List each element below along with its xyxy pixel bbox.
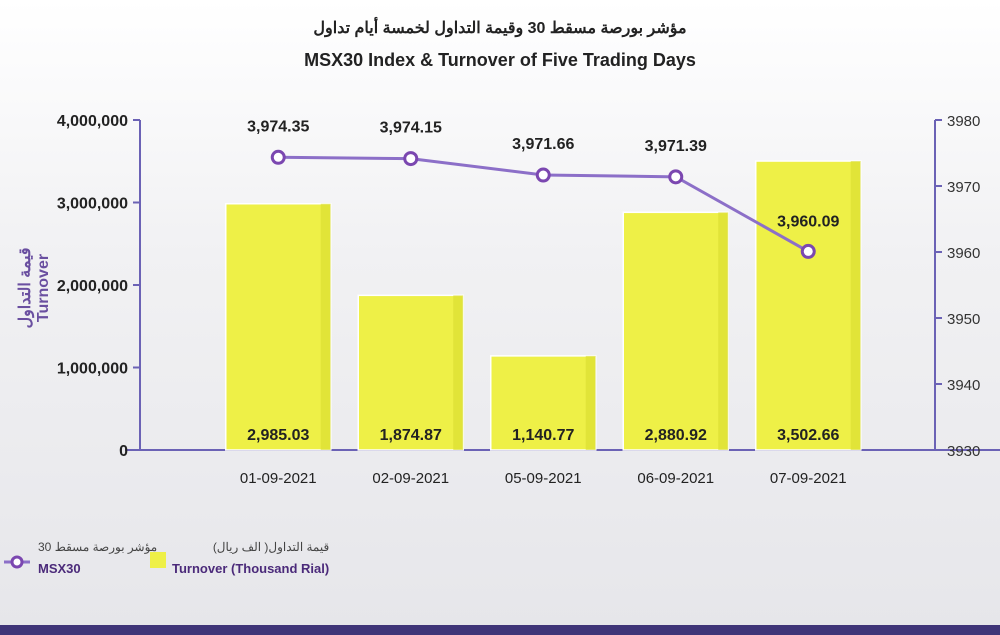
bar-data-label: 3,502.66 — [777, 427, 839, 444]
line-point-msx30 — [668, 169, 684, 185]
x-tick-label: 02-09-2021 — [372, 470, 449, 487]
right-tick-label: 3930 — [947, 443, 980, 460]
bar-shade — [453, 295, 464, 450]
line-data-label: 3,971.39 — [645, 138, 707, 155]
bar-turnover — [357, 294, 464, 451]
x-tick-label: 01-09-2021 — [240, 470, 317, 487]
line-data-label: 3,974.15 — [380, 120, 442, 137]
bar-turnover — [225, 202, 332, 451]
line-point-msx30 — [403, 151, 419, 167]
legend-item-line: مؤشر بورصة مسقط 30 MSX30 — [10, 536, 157, 580]
legend-line-marker — [10, 555, 24, 569]
left-tick-label: 4,000,000 — [57, 113, 128, 130]
bar-shade — [585, 355, 596, 450]
bar-shade — [850, 161, 861, 450]
left-tick-label: 0 — [119, 443, 128, 460]
bar-shade — [718, 212, 729, 450]
line-point-msx30 — [535, 167, 551, 183]
x-tick-label: 05-09-2021 — [505, 470, 582, 487]
left-tick-label: 1,000,000 — [57, 361, 128, 378]
legend-bar-label: Turnover (Thousand Rial) — [172, 561, 330, 576]
x-tick-label: 07-09-2021 — [770, 470, 847, 487]
right-tick-label: 3980 — [947, 113, 980, 130]
x-tick-label: 06-09-2021 — [637, 470, 714, 487]
right-tick-label: 3970 — [947, 179, 980, 196]
bar-turnover — [622, 211, 729, 451]
bar-turnover — [490, 355, 597, 451]
bar-turnover — [755, 160, 862, 451]
bar-data-label: 1,874.87 — [380, 427, 442, 444]
right-tick-label: 3960 — [947, 245, 980, 262]
line-data-label: 3,960.09 — [777, 213, 839, 230]
chart-title-arabic: مؤشر بورصة مسقط 30 وقيمة التداول لخمسة أ… — [313, 20, 687, 37]
bar-shade — [320, 203, 331, 450]
left-tick-label: 2,000,000 — [57, 278, 128, 295]
line-point-msx30 — [800, 243, 816, 259]
right-tick-label: 3950 — [947, 311, 980, 328]
chart-title: MSX30 Index & Turnover of Five Trading D… — [304, 50, 696, 70]
legend-line-label-arabic: مؤشر بورصة مسقط 30 — [38, 540, 158, 554]
line-data-label: 3,974.35 — [247, 118, 309, 135]
legend-line-label: MSX30 — [38, 561, 81, 576]
legend-item-bar: قيمة التداول( الف ريال) Turnover (Thousa… — [150, 536, 329, 580]
bar-data-label: 2,880.92 — [645, 427, 707, 444]
line-data-label: 3,971.66 — [512, 136, 574, 153]
legend-bar-label-arabic: قيمة التداول( الف ريال) — [212, 540, 330, 554]
left-tick-label: 3,000,000 — [57, 196, 128, 213]
line-point-msx30 — [270, 149, 286, 165]
bar-data-label: 2,985.03 — [247, 427, 309, 444]
bar-data-label: 1,140.77 — [512, 427, 574, 444]
bottom-band — [0, 625, 1000, 635]
legend-bar-swatch — [150, 552, 166, 568]
right-tick-label: 3940 — [947, 377, 980, 394]
